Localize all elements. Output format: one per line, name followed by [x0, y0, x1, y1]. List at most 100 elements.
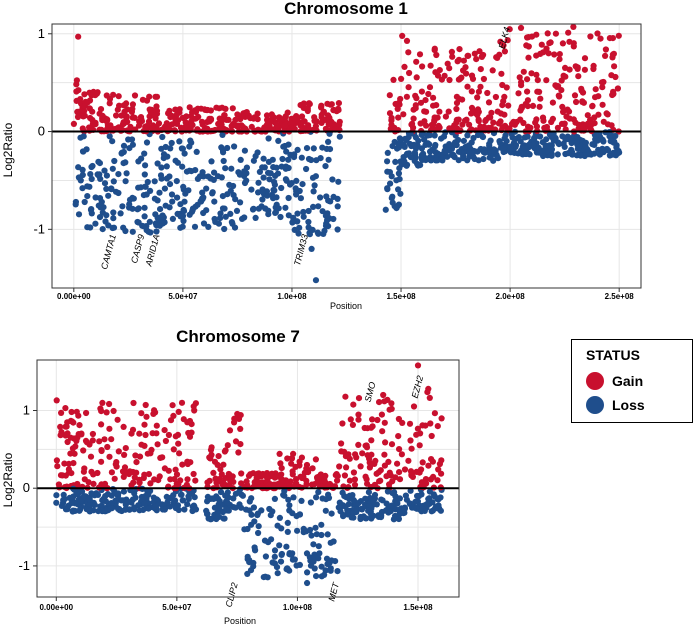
loss-point — [110, 178, 117, 185]
loss-point — [315, 543, 322, 550]
gain-point — [392, 474, 399, 481]
gain-point — [484, 89, 491, 97]
loss-point — [334, 568, 341, 575]
gene-annotation: CAMTA1 — [99, 233, 118, 270]
loss-point — [262, 205, 269, 212]
loss-point — [250, 504, 257, 511]
gain-point — [115, 448, 122, 455]
gain-point — [89, 437, 96, 444]
loss-point — [237, 156, 244, 163]
gain-point — [565, 29, 572, 36]
gain-point — [182, 119, 189, 126]
loss-point — [383, 500, 390, 507]
gain-point — [237, 412, 244, 419]
loss-point — [150, 494, 157, 501]
loss-point — [95, 508, 102, 515]
gain-point — [99, 399, 106, 406]
gain-point — [395, 99, 402, 106]
loss-point — [378, 496, 385, 503]
gain-point — [558, 77, 565, 84]
gain-point — [407, 437, 414, 444]
loss-point — [108, 185, 115, 192]
gain-point — [175, 408, 182, 415]
loss-point — [322, 507, 329, 514]
gain-point — [362, 473, 369, 480]
loss-point — [188, 490, 196, 497]
loss-point — [162, 143, 169, 151]
loss-point — [169, 198, 176, 205]
gain-point — [564, 106, 571, 113]
plot-frame — [36, 359, 460, 598]
loss-point — [293, 191, 300, 198]
gain-point — [408, 471, 415, 478]
gain-point — [275, 473, 282, 480]
loss-point — [239, 492, 246, 499]
gain-point — [423, 122, 430, 129]
gain-point — [537, 95, 544, 102]
gain-point — [468, 110, 475, 117]
y-tick-label: 1 — [38, 26, 45, 41]
loss-point — [303, 579, 311, 587]
gain-point — [374, 416, 381, 424]
gain-point — [477, 66, 484, 73]
loss-point — [130, 195, 137, 202]
loss-point — [168, 139, 175, 147]
gain-point — [506, 125, 513, 132]
gain-point — [575, 73, 582, 80]
gain-point — [602, 46, 610, 53]
gain-point — [610, 90, 617, 98]
gain-point — [571, 92, 579, 99]
gain-point — [120, 120, 128, 127]
loss-point — [220, 149, 227, 156]
loss-point — [272, 172, 279, 179]
gene-annotation: CLIP2 — [224, 582, 240, 609]
gain-point — [98, 481, 105, 488]
loss-point — [89, 162, 96, 170]
gain-point — [426, 84, 434, 91]
loss-point — [86, 496, 93, 503]
gain-point — [228, 477, 235, 484]
loss-point — [169, 215, 176, 222]
gain-point — [136, 430, 143, 437]
loss-point — [76, 507, 83, 514]
gain-point — [359, 450, 366, 457]
loss-point — [594, 137, 601, 144]
gain-point — [133, 469, 140, 476]
loss-point — [319, 208, 326, 215]
loss-point — [317, 194, 324, 201]
gain-point — [75, 33, 82, 40]
loss-point — [159, 220, 166, 227]
loss-point — [88, 175, 95, 183]
gain-point — [179, 461, 186, 468]
loss-point — [99, 226, 106, 233]
loss-point — [73, 490, 80, 497]
loss-point — [439, 154, 446, 161]
loss-point — [143, 191, 150, 198]
gain-point — [121, 451, 128, 458]
loss-point — [585, 151, 593, 158]
loss-point — [249, 206, 257, 213]
loss-point — [153, 222, 160, 229]
loss-point — [166, 173, 173, 180]
gain-point — [186, 104, 193, 111]
gain-point — [106, 95, 114, 103]
gain-point — [248, 123, 255, 130]
gain-point — [534, 88, 541, 95]
y-tick-label: 0 — [23, 480, 30, 495]
gain-point — [388, 441, 396, 448]
loss-point — [550, 137, 557, 144]
loss-point — [154, 214, 161, 221]
loss-point — [95, 172, 102, 179]
gain-point — [277, 460, 284, 467]
y-axis-label: Log2Ratio — [1, 122, 15, 177]
loss-point — [297, 195, 304, 202]
loss-point — [151, 178, 158, 185]
gain-point — [278, 465, 285, 472]
gain-point — [385, 458, 392, 465]
loss-point — [326, 559, 333, 566]
loss-point — [326, 146, 334, 153]
loss-point — [134, 206, 141, 213]
loss-point — [227, 210, 234, 217]
loss-point — [122, 506, 129, 513]
